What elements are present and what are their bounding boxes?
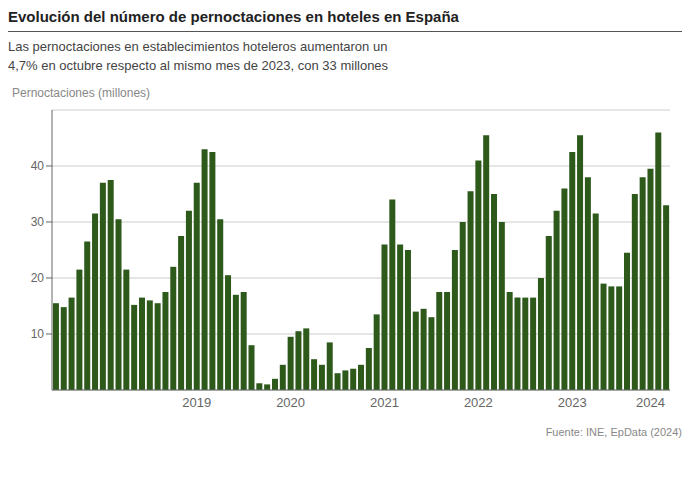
svg-text:2023: 2023	[558, 395, 587, 410]
svg-text:20: 20	[31, 271, 45, 285]
svg-text:2022: 2022	[464, 395, 493, 410]
svg-text:2021: 2021	[370, 395, 399, 410]
svg-text:10: 10	[31, 327, 45, 341]
svg-text:2019: 2019	[182, 395, 211, 410]
svg-text:2024: 2024	[636, 395, 665, 410]
svg-text:40: 40	[31, 159, 45, 173]
html-text:Las pernoctaciones en establec: Las pernoctaciones en establecimientos h…	[8, 39, 389, 73]
html-text:Evolución del número de pernoc: Evolución del número de pernoctaciones e…	[8, 8, 459, 25]
svg-text:30: 30	[31, 215, 45, 229]
html-text:Pernoctaciones (millones): Pernoctaciones (millones)	[12, 85, 151, 100]
html-text:Fuente: INE, EpData (2024): Fuente: INE, EpData (2024)	[545, 425, 682, 438]
svg-text:2020: 2020	[276, 395, 305, 410]
